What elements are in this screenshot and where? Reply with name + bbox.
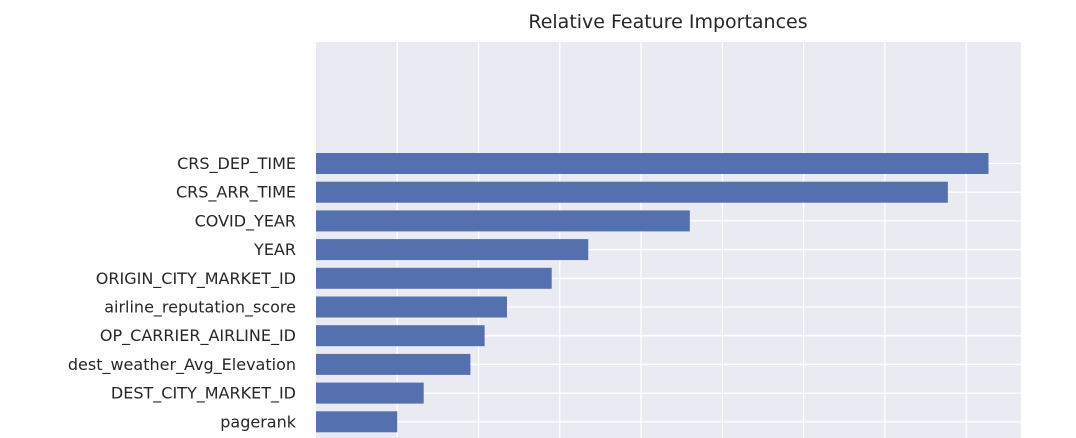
y-tick-label: pagerank	[220, 412, 296, 431]
bar-dest-weather-avg-elevation	[316, 353, 471, 375]
bar-airline-reputation-score	[316, 296, 507, 318]
chart-title: Relative Feature Importances	[528, 11, 807, 33]
y-tick-label: DEST_CITY_MARKET_ID	[111, 384, 296, 404]
bar-crs-arr-time	[316, 181, 948, 203]
category-labels: CRS_DEP_TIME CRS_ARR_TIME COVID_YEAR YEAR OR…	[68, 154, 297, 431]
bar-pagerank	[316, 411, 398, 433]
y-tick-label: ORIGIN_CITY_MARKET_ID	[96, 269, 296, 289]
y-tick-label: dest_weather_Avg_Elevation	[68, 355, 296, 375]
bars	[316, 153, 989, 433]
bar-crs-dep-time	[316, 153, 989, 174]
bar-year	[316, 239, 589, 261]
y-tick-label: OP_CARRIER_AIRLINE_ID	[100, 326, 296, 346]
bar-dest-city-market-id	[316, 382, 424, 404]
y-tick-label: CRS_ARR_TIME	[176, 183, 296, 203]
y-tick-label: CRS_DEP_TIME	[177, 154, 296, 174]
y-tick-label: YEAR	[253, 240, 296, 259]
y-tick-label: airline_reputation_score	[104, 298, 296, 318]
bar-op-carrier-airline-id	[316, 325, 485, 347]
bar-origin-city-market-id	[316, 267, 552, 289]
bar-covid-year	[316, 210, 690, 232]
y-tick-label: COVID_YEAR	[195, 211, 296, 231]
